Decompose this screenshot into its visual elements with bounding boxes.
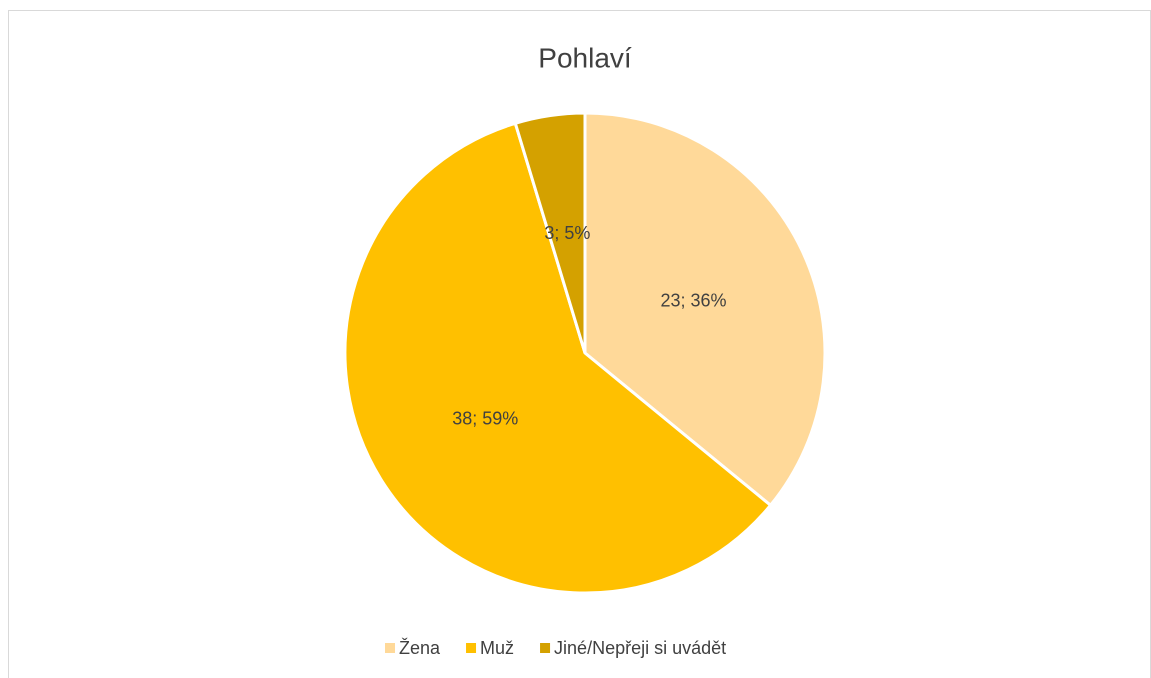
- data-label: 23; 36%: [660, 290, 726, 310]
- legend-swatch: [385, 643, 395, 653]
- data-label: 3; 5%: [544, 223, 590, 243]
- pie-slice: [343, 121, 773, 595]
- legend-label: Žena: [399, 638, 441, 658]
- legend-label: Jiné/Nepřeji si uvádět: [554, 638, 726, 658]
- legend-swatch: [540, 643, 551, 653]
- chart-title: Pohlaví: [538, 42, 632, 73]
- pie-slice: [513, 111, 587, 354]
- pie-slice: [583, 111, 827, 508]
- legend-label: Muž: [480, 638, 514, 658]
- data-label: 38; 59%: [452, 408, 518, 428]
- legend-swatch: [466, 643, 477, 653]
